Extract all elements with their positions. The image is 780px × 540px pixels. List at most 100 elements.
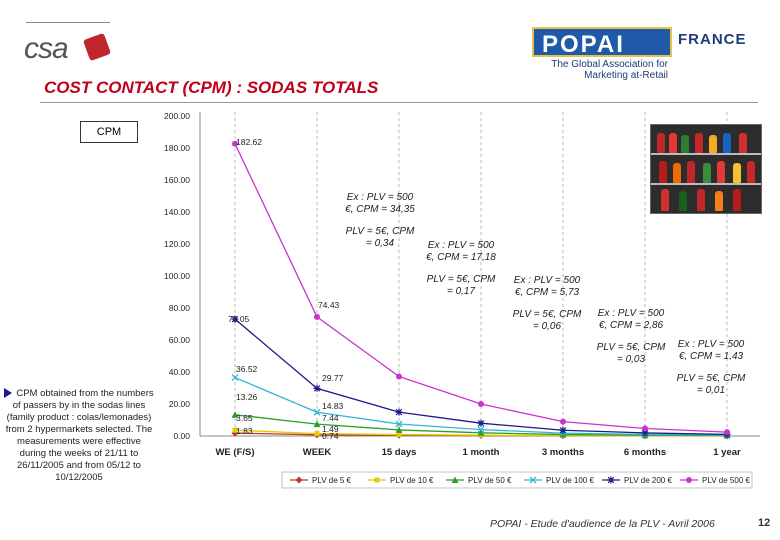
bottle-image [703, 163, 711, 183]
data-point-marker [295, 476, 303, 484]
data-label: 0.74 [322, 431, 339, 441]
shelf-line [651, 183, 761, 185]
data-point-marker [232, 140, 238, 147]
data-label: 36.52 [236, 364, 258, 374]
annotation-example: Ex : PLV = 500 [428, 240, 495, 251]
csa-logo-text: csa [24, 32, 69, 65]
data-point-marker [477, 419, 485, 427]
annotation-cost: PLV = 5€, CPM [427, 274, 496, 285]
legend-label: PLV de 100 € [546, 476, 594, 485]
y-tick-label: 160.00 [164, 175, 190, 185]
bottle-image [717, 161, 725, 183]
data-point-marker [231, 374, 239, 382]
data-point-marker [559, 431, 567, 438]
data-label: 14.83 [322, 401, 344, 411]
y-tick-label: 80.00 [169, 303, 191, 313]
legend-label: PLV de 50 € [468, 476, 512, 485]
bottle-image [733, 189, 741, 211]
legend-label: PLV de 10 € [390, 476, 434, 485]
bottle-image [747, 161, 755, 183]
annotation-cost: PLV = 5€, CPM [513, 309, 582, 320]
data-point-marker [451, 476, 459, 483]
y-tick-label: 120.00 [164, 239, 190, 249]
data-point-marker [313, 384, 321, 392]
data-point-marker [641, 429, 649, 437]
data-point-marker [607, 476, 615, 484]
data-label: 1.49 [322, 424, 339, 434]
data-label: 182.62 [236, 137, 262, 147]
annotation-example: Ex : PLV = 500 [598, 308, 665, 319]
x-tick-label: 6 months [624, 447, 666, 458]
popai-tagline: The Global Association for Marketing at-… [551, 59, 668, 81]
data-point-marker [232, 427, 238, 433]
bottle-image [659, 161, 667, 183]
annotation-cost: = 0,03 [617, 354, 646, 365]
x-tick-label: WEEK [303, 447, 332, 458]
data-point-marker [374, 477, 380, 483]
y-tick-label: 60.00 [169, 335, 191, 345]
annotation-cost: PLV = 5€, CPM [677, 373, 746, 384]
data-point-marker [231, 315, 239, 323]
x-tick-label: 15 days [382, 447, 417, 458]
popai-country: FRANCE [678, 31, 747, 48]
legend-label: PLV de 5 € [312, 476, 352, 485]
x-tick-label: 1 month [463, 447, 500, 458]
data-point-marker [314, 313, 320, 320]
bottle-image [695, 133, 703, 153]
bottle-image [657, 133, 665, 153]
page-title: COST CONTACT (CPM) : SODAS TOTALS [44, 78, 379, 97]
data-point-marker [560, 418, 566, 425]
soda-shelf-photo [650, 124, 762, 214]
popai-logo-word: POPAI [542, 31, 625, 58]
annotation-example: Ex : PLV = 500 [347, 192, 414, 203]
csa-logo: csa [24, 30, 124, 76]
popai-logo-box: POPAI [532, 27, 672, 58]
popai-logo: POPAI FRANCE The Global Association for … [532, 27, 764, 85]
bottle-image [733, 163, 741, 183]
y-tick-label: 20.00 [169, 399, 191, 409]
footer-source: POPAI - Etude d'audience de la PLV - Avr… [490, 518, 715, 530]
methodology-note-text: CPM obtained from the numbers of passers… [5, 388, 154, 483]
data-point-marker [396, 432, 402, 438]
data-point-marker [724, 429, 730, 436]
bottle-image [697, 189, 705, 211]
data-point-marker [478, 401, 484, 407]
data-point-marker [395, 420, 403, 428]
data-point-marker [686, 477, 692, 483]
annotation-example: €, CPM = 34,35 [345, 204, 415, 215]
data-label: 3.65 [236, 413, 253, 423]
annotation-example: €, CPM = 2,86 [599, 320, 664, 331]
y-tick-label: 140.00 [164, 207, 190, 217]
title-divider [40, 102, 758, 103]
data-point-marker [231, 411, 239, 418]
annotation-cost: = 0,17 [447, 286, 476, 297]
data-point-marker [396, 373, 402, 380]
chart-title: CPM [80, 121, 138, 143]
data-point-marker [395, 426, 403, 433]
data-point-marker [559, 426, 567, 434]
annotation-cost: = 0,34 [366, 238, 395, 249]
annotation-cost: PLV = 5€, CPM [597, 342, 666, 353]
bottle-image [723, 133, 731, 153]
bottle-image [715, 191, 723, 211]
methodology-note: CPM obtained from the numbers of passers… [4, 388, 154, 484]
data-point-marker [313, 420, 321, 428]
y-tick-label: 180.00 [164, 143, 190, 153]
data-label: 1.83 [236, 426, 253, 436]
annotation-cost: = 0,06 [533, 321, 562, 332]
bottle-image [739, 133, 747, 153]
annotation-cost: PLV = 5€, CPM [346, 226, 415, 237]
data-point-marker [642, 425, 648, 432]
data-point-marker [477, 429, 485, 436]
legend-label: PLV de 500 € [702, 476, 750, 485]
data-point-marker [477, 426, 485, 434]
data-point-marker [314, 431, 320, 437]
bottle-image [681, 135, 689, 153]
data-point-marker [529, 476, 537, 484]
annotation-cost: = 0,01 [697, 385, 725, 396]
annotation-example: Ex : PLV = 500 [678, 339, 745, 350]
bottle-image [679, 191, 687, 211]
note-arrow-icon [4, 388, 13, 399]
bottle-image [673, 163, 681, 183]
